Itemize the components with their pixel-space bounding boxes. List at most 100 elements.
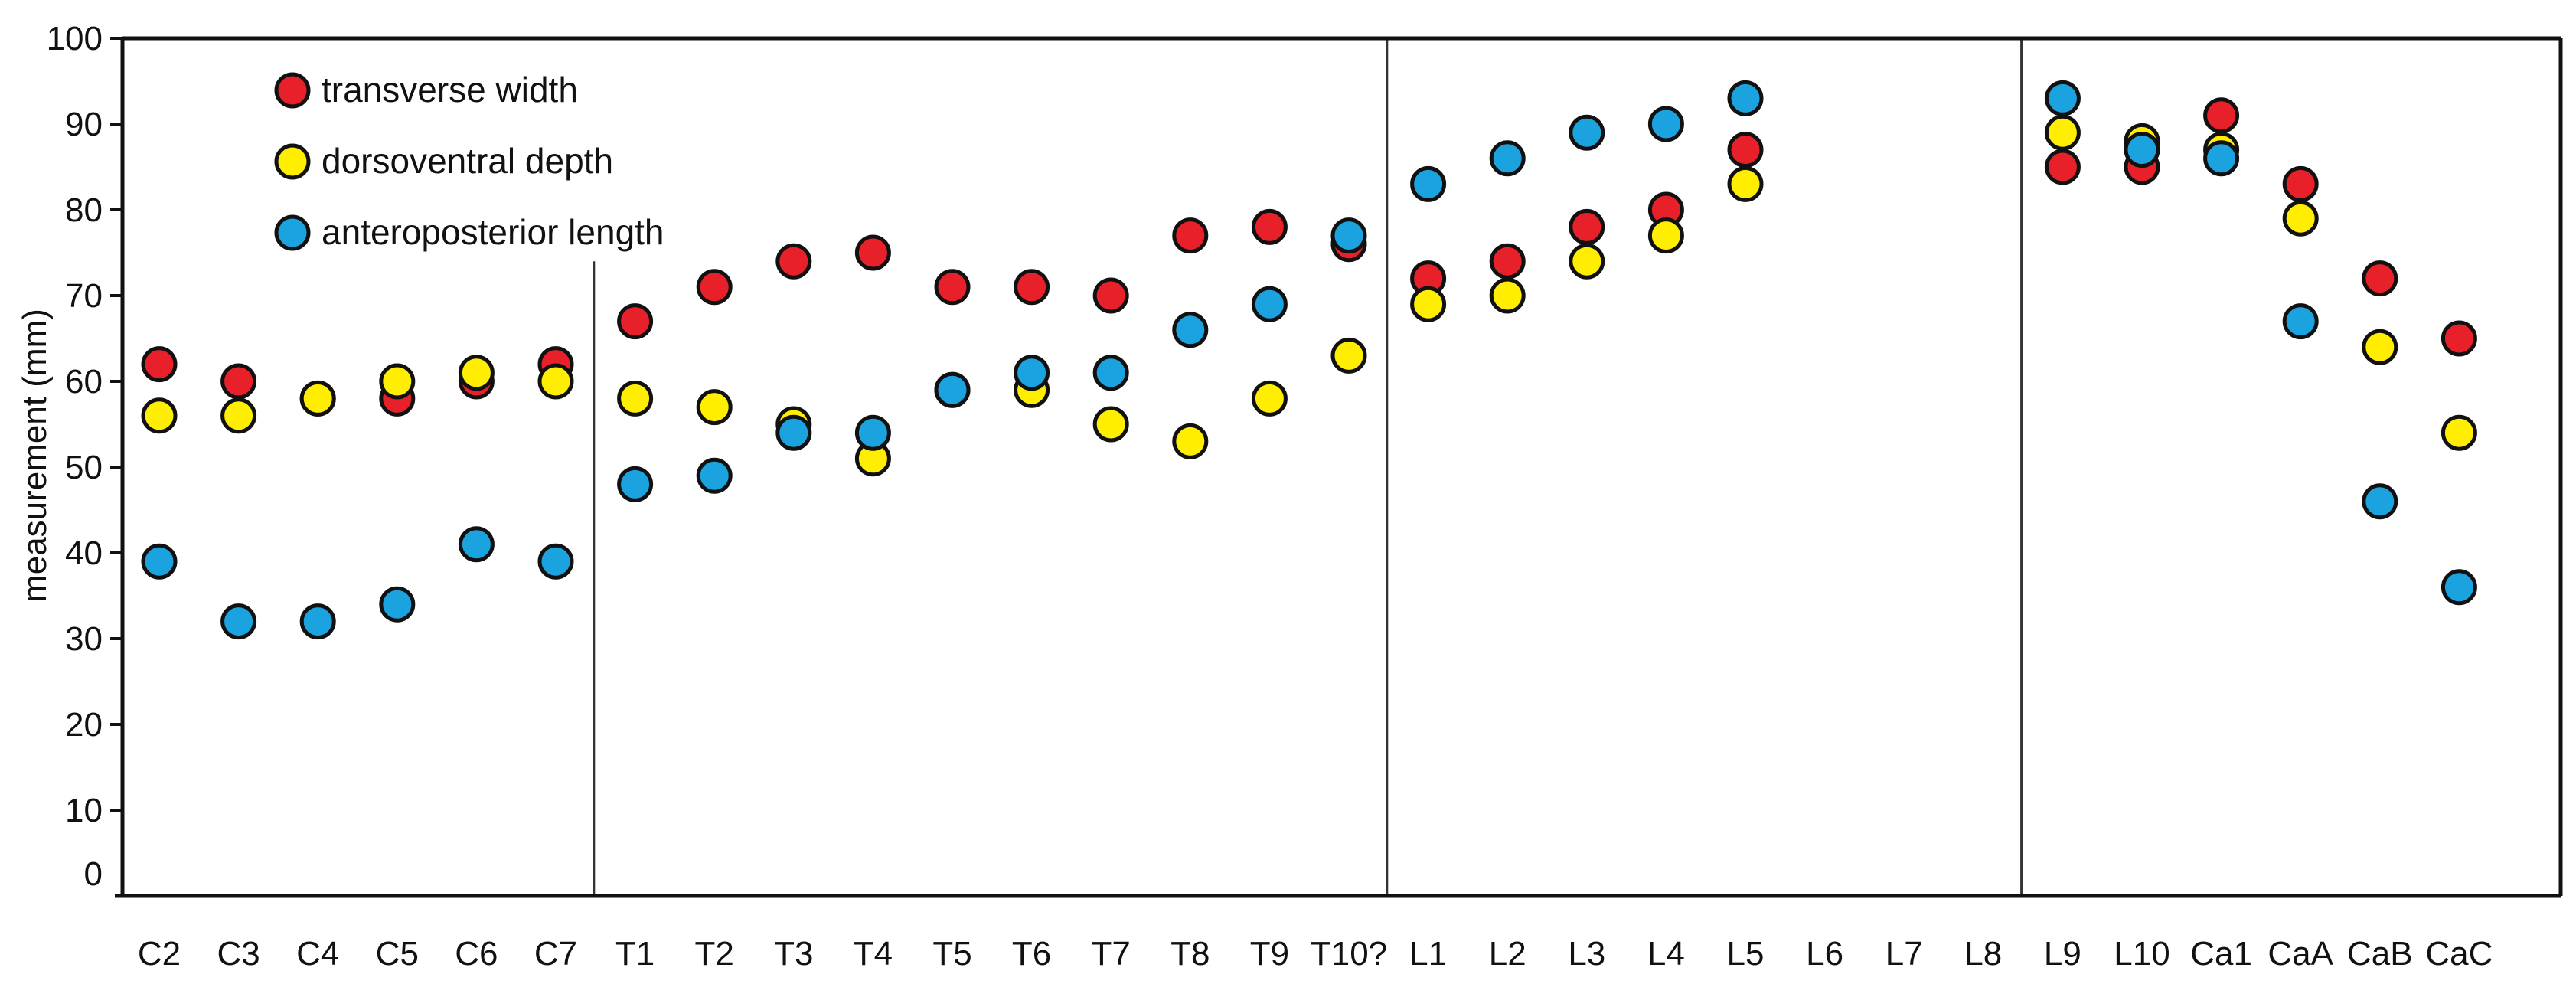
x-tick-label: C7	[534, 935, 577, 973]
data-point	[1251, 208, 1288, 245]
data-point	[775, 243, 812, 280]
data-point	[1727, 165, 1764, 202]
y-axis-title: measurement (mm)	[16, 309, 54, 603]
data-point	[617, 380, 654, 417]
data-point	[1092, 277, 1129, 314]
y-tick-label: 70	[65, 277, 103, 315]
legend-marker	[274, 143, 311, 180]
data-point	[220, 603, 257, 640]
x-tick-label: T2	[695, 935, 734, 973]
data-point	[458, 526, 495, 563]
x-tick-label: L10	[2114, 935, 2170, 973]
data-point	[2441, 414, 2477, 451]
x-tick-label: L8	[1964, 935, 2002, 973]
data-point	[379, 586, 416, 623]
data-point	[934, 371, 971, 408]
x-tick-label: C3	[217, 935, 260, 973]
data-point	[1727, 80, 1764, 116]
x-tick-label: CaB	[2347, 935, 2413, 973]
x-tick-label: T8	[1170, 935, 1210, 973]
x-tick-label: L1	[1409, 935, 1447, 973]
data-point	[1330, 217, 1367, 254]
legend: transverse width dorsoventral depth antero…	[274, 70, 664, 252]
legend-label: transverse width	[322, 70, 578, 110]
data-point	[1330, 337, 1367, 374]
y-tick-label: 50	[65, 449, 103, 486]
data-point	[141, 397, 178, 434]
data-point	[1569, 114, 1605, 151]
data-point	[854, 234, 891, 271]
data-point	[2203, 97, 2240, 134]
y-tick-label: 60	[65, 363, 103, 400]
data-point	[1172, 423, 1209, 459]
x-tick-label: T4	[854, 935, 893, 973]
legend-label: anteroposterior length	[322, 212, 664, 252]
x-tick-label: L7	[1885, 935, 1923, 973]
section-dividers	[593, 38, 2023, 896]
data-point	[1172, 312, 1209, 348]
data-point	[854, 414, 891, 451]
y-tick-label: 30	[65, 620, 103, 658]
data-point	[2441, 320, 2477, 357]
x-tick-label: L3	[1568, 935, 1605, 973]
data-point	[1489, 243, 1526, 280]
data-point	[1410, 286, 1447, 322]
data-point	[617, 303, 654, 340]
data-point	[934, 269, 971, 306]
data-points	[141, 80, 2477, 640]
x-tick-label: T6	[1012, 935, 1051, 973]
x-tick-label: T10?	[1311, 935, 1387, 973]
data-point	[1647, 106, 1684, 142]
data-point	[1410, 165, 1447, 202]
data-point	[1251, 286, 1288, 322]
data-point	[299, 380, 336, 417]
data-point	[2124, 132, 2160, 168]
y-tick-label: 40	[65, 534, 103, 572]
data-point	[2362, 483, 2398, 520]
data-point	[1014, 355, 1050, 391]
x-tick-label: L5	[1727, 935, 1765, 973]
x-axis-labels: C2 C3 C4 C5 C6 C7 T1 T2 T3 T4 T5 T6 T7 T8 T9 T10? L1 L2 L3…	[138, 935, 2493, 973]
data-point	[141, 543, 178, 580]
data-point	[1489, 140, 1526, 177]
data-point	[2203, 140, 2240, 177]
y-tick-label: 80	[65, 191, 103, 229]
data-point	[2044, 80, 2081, 116]
legend-marker	[274, 214, 311, 251]
data-point	[2362, 329, 2398, 365]
x-tick-label: T1	[615, 935, 655, 973]
data-point	[1727, 132, 1764, 168]
data-point	[2282, 165, 2319, 202]
data-point	[696, 389, 733, 426]
data-point	[2282, 200, 2319, 237]
y-tick-label: 10	[65, 792, 103, 829]
data-point	[1014, 269, 1050, 306]
data-point	[2282, 303, 2319, 340]
x-tick-label: CaC	[2425, 935, 2493, 973]
x-tick-label: T9	[1250, 935, 1289, 973]
data-point	[1569, 243, 1605, 280]
data-point	[696, 457, 733, 494]
data-point	[2044, 114, 2081, 151]
data-point	[696, 269, 733, 306]
data-point	[458, 355, 495, 391]
x-tick-label: L2	[1489, 935, 1526, 973]
x-tick-label: L4	[1647, 935, 1685, 973]
data-point	[775, 414, 812, 451]
data-point	[1251, 380, 1288, 417]
legend-marker	[274, 72, 311, 109]
data-point	[2044, 149, 2081, 185]
data-point	[2362, 260, 2398, 297]
y-tick-label: 0	[84, 855, 103, 893]
x-tick-label: T3	[774, 935, 813, 973]
data-point	[220, 363, 257, 400]
y-tick-label: 90	[65, 106, 103, 143]
data-point	[1569, 208, 1605, 245]
x-tick-label: L6	[1806, 935, 1843, 973]
data-point	[1092, 406, 1129, 443]
x-tick-label: L9	[2044, 935, 2081, 973]
data-point	[1092, 355, 1129, 391]
data-point	[2441, 569, 2477, 606]
data-point	[220, 397, 257, 434]
